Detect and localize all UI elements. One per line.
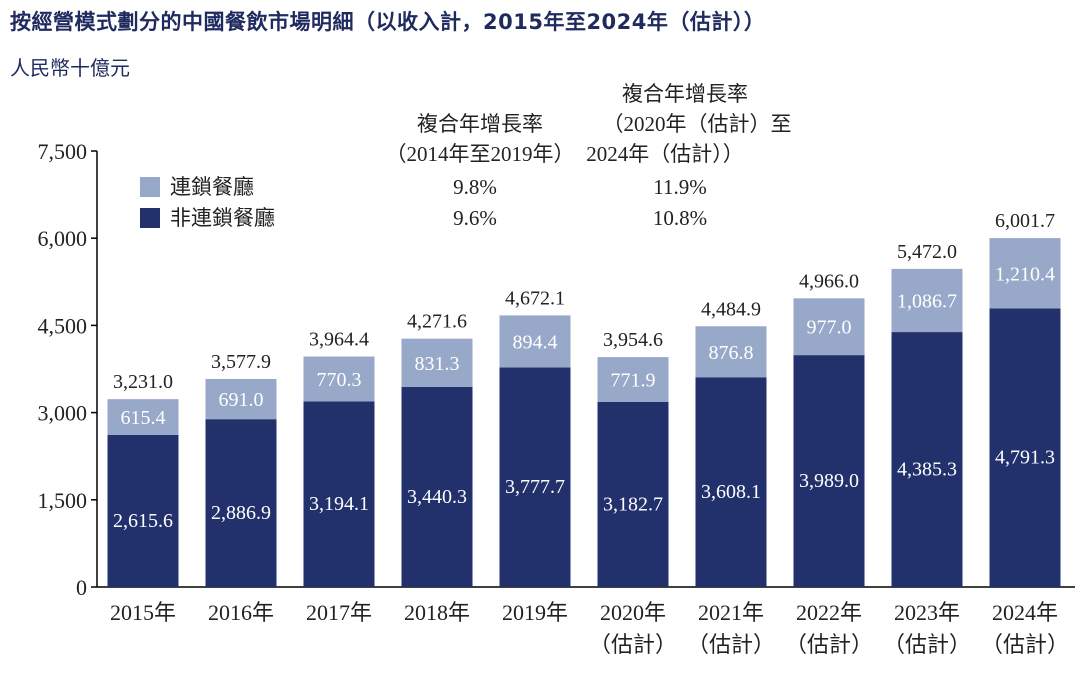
x-tick-label: （估計） (589, 632, 677, 657)
x-tick-label: 2015年 (110, 600, 176, 625)
bar-non-chain (989, 308, 1061, 587)
cagr-value: 10.8% (653, 206, 707, 230)
bar-chain (303, 356, 375, 402)
cagr-header: 複合年增長率 (417, 112, 543, 136)
cagr-header: 複合年增長率 (622, 82, 748, 106)
y-tick-label: 0 (76, 575, 87, 600)
bar-chain (597, 357, 669, 402)
y-tick-label: 7,500 (38, 139, 88, 164)
x-tick-label: 2024年 (992, 600, 1058, 625)
x-tick-label: （估計） (687, 632, 775, 657)
data-label-total: 3,577.9 (211, 351, 271, 373)
cagr-value: 11.9% (653, 175, 706, 199)
bar-non-chain (205, 419, 277, 587)
data-label-total: 3,231.0 (113, 371, 173, 393)
data-label-chain: 1,086.7 (897, 290, 957, 312)
bar-chain (205, 379, 277, 420)
data-label-non-chain: 2,615.6 (113, 510, 173, 532)
x-tick-label: （估計） (883, 632, 971, 657)
data-label-total: 6,001.7 (995, 210, 1055, 232)
bar-non-chain (597, 401, 669, 587)
data-label-non-chain: 3,608.1 (701, 481, 761, 503)
legend-swatch (140, 208, 160, 228)
x-tick-label: 2020年 (600, 600, 666, 625)
data-label-total: 4,672.1 (505, 287, 565, 309)
data-label-chain: 831.3 (415, 353, 460, 375)
data-label-total: 5,472.0 (897, 241, 957, 263)
data-label-chain: 771.9 (611, 370, 656, 392)
x-tick-label: 2022年 (796, 600, 862, 625)
cagr-header: （2020年（估計）至 (603, 112, 792, 136)
data-label-non-chain: 4,385.3 (897, 459, 957, 481)
data-label-total: 3,954.6 (603, 329, 663, 351)
data-label-non-chain: 3,989.0 (799, 470, 859, 492)
bar-chain (891, 268, 963, 333)
bar-non-chain (303, 401, 375, 587)
bar-chain (695, 326, 767, 378)
data-label-total: 3,964.4 (309, 329, 369, 351)
cagr-value: 9.8% (453, 175, 497, 199)
bar-chain (401, 338, 473, 388)
x-tick-label: 2023年 (894, 600, 960, 625)
bar-non-chain (891, 332, 963, 587)
data-label-chain: 691.0 (219, 389, 264, 411)
bar-chain (107, 399, 179, 435)
data-label-chain: 1,210.4 (995, 263, 1055, 285)
unit-label: 人民幣十億元 (10, 56, 130, 80)
bar-non-chain (695, 377, 767, 587)
data-label-non-chain: 3,777.7 (505, 476, 565, 498)
legend-label: 非連鎖餐廳 (170, 206, 275, 230)
y-tick-label: 4,500 (38, 313, 88, 338)
data-label-chain: 770.3 (317, 369, 362, 391)
data-label-non-chain: 2,886.9 (211, 502, 271, 524)
y-tick-label: 6,000 (38, 226, 88, 251)
x-tick-label: 2017年 (306, 600, 372, 625)
data-label-chain: 876.8 (709, 342, 754, 364)
bar-non-chain (107, 434, 179, 587)
x-tick-label: （估計） (785, 632, 873, 657)
chart-title: 按經營模式劃分的中國餐飲市場明細（以收入計，2015年至2024年（估計）） (10, 10, 766, 34)
data-label-chain: 977.0 (807, 317, 852, 339)
data-label-non-chain: 3,440.3 (407, 486, 467, 508)
data-label-total: 4,271.6 (407, 311, 467, 333)
bar-non-chain (499, 367, 571, 587)
bar-non-chain (401, 387, 473, 587)
data-label-non-chain: 3,194.1 (309, 493, 369, 515)
bar-chain (989, 238, 1061, 309)
data-label-chain: 894.4 (513, 331, 558, 353)
cagr-value: 9.6% (453, 206, 497, 230)
data-label-total: 4,966.0 (799, 270, 859, 292)
bar-chain (499, 315, 571, 368)
data-label-non-chain: 3,182.7 (603, 493, 663, 515)
data-label-non-chain: 4,791.3 (995, 447, 1055, 469)
x-tick-label: 2021年 (698, 600, 764, 625)
cagr-header: 2024年（估計）） (586, 142, 744, 166)
legend-swatch (140, 177, 160, 197)
bar-non-chain (793, 355, 865, 587)
bar-chain (793, 298, 865, 356)
cagr-header: （2014年至2019年） (386, 142, 575, 166)
x-tick-label: 2018年 (404, 600, 470, 625)
y-tick-label: 3,000 (38, 401, 88, 426)
data-label-total: 4,484.9 (701, 298, 761, 320)
legend-label: 連鎖餐廳 (170, 175, 254, 199)
x-tick-label: 2016年 (208, 600, 274, 625)
data-label-chain: 615.4 (121, 407, 166, 429)
x-tick-label: 2019年 (502, 600, 568, 625)
y-tick-label: 1,500 (38, 488, 88, 513)
x-tick-label: （估計） (981, 632, 1069, 657)
